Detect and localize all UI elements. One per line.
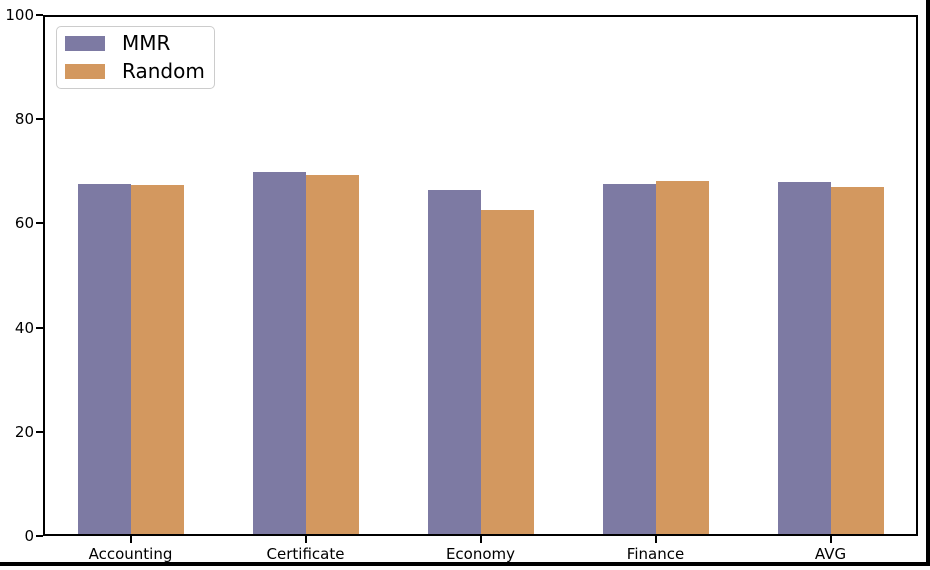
bars-layer xyxy=(43,15,918,536)
bar-random-finance xyxy=(655,180,709,536)
bar-random-accounting xyxy=(130,185,184,536)
legend-label-random: Random xyxy=(122,59,205,83)
y-tick-label-20: 20 xyxy=(14,422,34,441)
y-tick-label-100: 100 xyxy=(5,6,34,24)
x-tick-label-finance: Finance xyxy=(626,545,685,563)
legend-item-random: Random xyxy=(65,61,206,82)
x-tick-mark-economy xyxy=(479,536,482,543)
legend: MMR Random xyxy=(56,26,215,89)
legend-swatch-random xyxy=(65,64,105,79)
x-tick-label-economy: Economy xyxy=(445,545,516,563)
y-tick-mark-40 xyxy=(36,326,43,329)
frame-bottom-border xyxy=(0,562,928,566)
frame-right-border xyxy=(926,0,930,566)
x-tick-label-avg: AVG xyxy=(814,545,847,563)
y-tick-mark-60 xyxy=(36,222,43,225)
x-tick-mark-finance xyxy=(654,536,657,543)
x-tick-label-certificate: Certificate xyxy=(266,545,345,563)
x-tick-mark-accounting xyxy=(129,536,132,543)
y-tick-label-80: 80 xyxy=(14,110,34,129)
legend-label-mmr: MMR xyxy=(122,31,171,55)
bar-mmr-avg xyxy=(777,182,831,536)
y-tick-label-40: 40 xyxy=(14,318,34,337)
x-tick-label-accounting: Accounting xyxy=(88,545,173,563)
y-tick-mark-20 xyxy=(36,430,43,433)
bar-mmr-economy xyxy=(427,189,481,536)
legend-swatch-mmr xyxy=(65,36,105,51)
y-tick-label-60: 60 xyxy=(14,214,34,233)
bar-mmr-finance xyxy=(602,184,656,536)
bar-random-avg xyxy=(830,186,884,536)
bar-mmr-accounting xyxy=(77,183,131,536)
bar-random-certificate xyxy=(305,174,359,536)
x-tick-mark-avg xyxy=(829,536,832,543)
bar-mmr-certificate xyxy=(252,172,306,536)
y-tick-mark-100 xyxy=(36,14,43,16)
legend-item-mmr: MMR xyxy=(65,33,206,54)
y-tick-mark-80 xyxy=(36,118,43,121)
y-tick-label-0: 0 xyxy=(24,527,34,545)
y-tick-mark-0 xyxy=(36,535,43,537)
x-tick-mark-certificate xyxy=(304,536,307,543)
bar-random-economy xyxy=(480,210,534,536)
